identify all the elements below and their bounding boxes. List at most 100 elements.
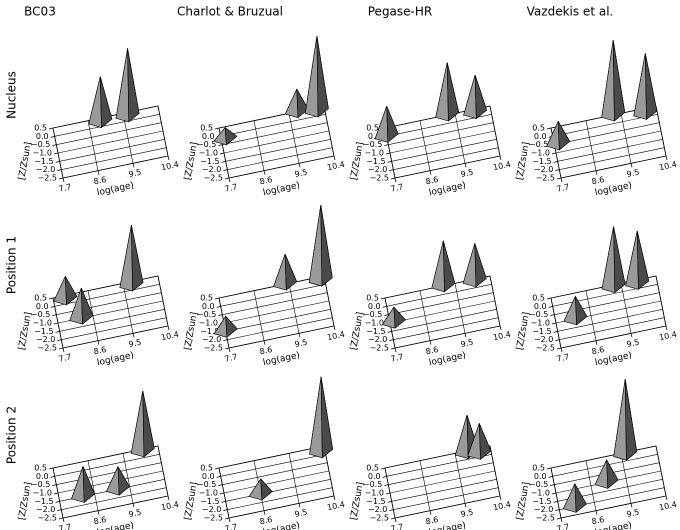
x-tick-label: 8.6 [93,345,107,356]
x-tick [499,155,502,161]
y-tick-label: 0.0 [202,302,215,311]
y-tick-label: −1.0 [199,489,218,498]
x-tick-label: 9.5 [128,168,142,179]
y-tick [50,135,55,138]
y-tick-label: −2.0 [36,505,55,514]
x-tick [132,333,135,338]
peak-face [431,240,445,293]
y-tick [53,492,59,495]
grid-line [388,122,494,145]
panel: 7.78.69.510.4−2.5−2.0−1.5−1.0−0.50.00.5l… [515,226,678,368]
peak [105,465,131,496]
x-tick-label: 9.5 [294,338,308,349]
y-tick [382,475,387,478]
grid-line [225,479,331,502]
x-tick-label: 8.6 [591,175,605,186]
y-tick-label: −2.5 [204,344,223,353]
y-tick-label: −2.5 [370,174,389,183]
x-tick [499,325,502,331]
x-tick-label: 7.7 [224,522,238,530]
x-tick-label: 8.6 [425,515,439,526]
y-axis-label: [Z/Zsun] [17,141,34,181]
x-tick [263,510,266,515]
x-tick [298,163,301,168]
x-tick-label: 7.7 [58,182,72,193]
x-tick-label: 7.7 [556,522,570,530]
y-tick [58,347,64,350]
grid-line [57,130,164,154]
y-tick-label: −2.5 [370,344,389,353]
peak-face [88,76,102,128]
grid-line [393,487,499,510]
x-tick-label: 9.5 [128,508,142,519]
y-tick-label: −0.5 [197,480,216,489]
peak-face [224,126,238,146]
grid-line [56,462,162,485]
y-tick-label: −1.5 [200,157,219,166]
x-tick-label: 10.4 [160,330,179,343]
x-tick [429,340,432,345]
y-tick [52,314,57,317]
y-tick [48,127,54,130]
grid-line [228,155,335,179]
x-tick-label: 10.4 [492,500,511,513]
grid-line [223,300,330,324]
grid-line [62,325,169,349]
y-tick [389,169,394,172]
peak-face [463,75,477,120]
x-tick [429,170,432,175]
grid-line [54,454,160,477]
y-tick [219,492,225,495]
y-tick-label: 0.5 [200,294,213,303]
grid-line [550,445,657,469]
peak [431,240,456,293]
grid-line [59,309,165,332]
grid-line [54,114,160,137]
peak-face [645,53,658,121]
y-tick-label: −1.0 [531,149,550,158]
peak [594,458,619,490]
y-tick [553,330,558,333]
y-tick-label: −0.5 [31,140,50,149]
peak [115,48,140,123]
x-tick [263,170,266,175]
x-tick-label: 8.6 [93,175,107,186]
y-tick-label: −1.5 [34,327,53,336]
peak [625,230,650,291]
y-tick-label: −2.5 [38,514,57,523]
y-tick [550,484,555,487]
y-tick [556,347,562,350]
y-tick [385,152,391,155]
peak [248,478,274,501]
peak [304,35,329,118]
y-tick-label: −2.0 [368,505,387,514]
x-tick [560,177,563,183]
y-tick [553,500,558,503]
y-tick-label: −0.5 [197,310,216,319]
grid-line [391,309,497,332]
x-tick [132,503,135,508]
grid-line [554,122,660,145]
y-tick [555,339,560,342]
y-tick-label: −2.0 [534,505,553,514]
panel: 7.78.69.510.4−2.5−2.0−1.5−1.0−0.50.00.5l… [183,35,346,198]
peak [381,306,407,329]
peak [88,76,113,129]
y-tick [380,467,386,470]
peak [53,275,78,306]
y-tick [53,322,59,325]
y-tick-label: −1.0 [33,489,52,498]
y-tick [553,160,558,163]
grid-line [59,139,165,162]
x-tick-label: 9.5 [460,168,474,179]
y-tick [390,177,396,180]
grid-line [61,147,167,170]
peak-face [320,205,333,287]
y-tick-label: −1.5 [532,497,551,506]
y-tick-label: −2.5 [204,174,223,183]
y-tick-label: −2.0 [36,335,55,344]
x-tick-label: 7.7 [58,352,72,363]
panel: 7.78.69.510.4−2.5−2.0−1.5−1.0−0.50.00.5l… [183,376,346,530]
peak [308,205,333,287]
